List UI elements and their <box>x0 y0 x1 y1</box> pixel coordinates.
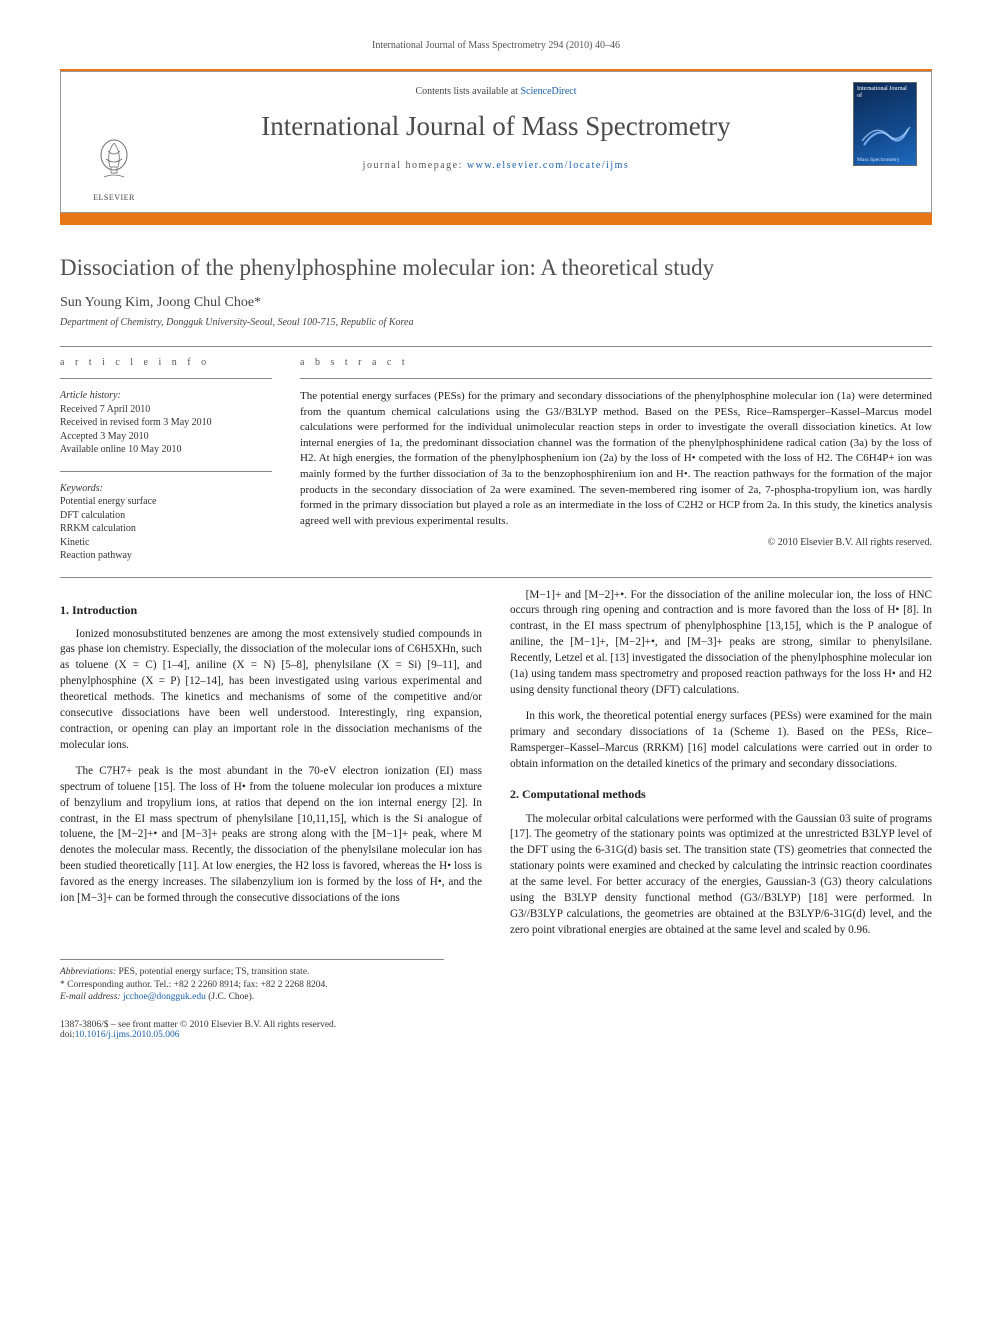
keywords-block: Keywords: Potential energy surface DFT c… <box>60 482 272 563</box>
body-p: The C7H7+ peak is the most abundant in t… <box>60 764 482 907</box>
journal-title: International Journal of Mass Spectromet… <box>163 111 829 142</box>
history-line: Received in revised form 3 May 2010 <box>60 416 272 430</box>
doi-link[interactable]: 10.1016/j.ijms.2010.05.006 <box>75 1030 180 1040</box>
cover-smalltitle: International Journal of <box>857 86 913 99</box>
publisher-block: ELSEVIER <box>75 82 153 202</box>
footnote-corr: * Corresponding author. Tel.: +82 2 2260… <box>60 979 444 992</box>
email-link[interactable]: jcchoe@dongguk.edu <box>123 992 206 1002</box>
rule-top <box>60 346 932 347</box>
corr-text: Tel.: +82 2 2260 8914; fax: +82 2 2268 8… <box>154 980 327 990</box>
history-line: Accepted 3 May 2010 <box>60 430 272 444</box>
keyword: Kinetic <box>60 536 272 550</box>
keyword: Potential energy surface <box>60 495 272 509</box>
page: International Journal of Mass Spectromet… <box>0 0 992 1080</box>
masthead-container: ELSEVIER Contents lists available at Sci… <box>60 69 932 225</box>
footnote-email: E-mail address: jcchoe@dongguk.edu (J.C.… <box>60 991 444 1004</box>
body-p: The molecular orbital calculations were … <box>510 812 932 939</box>
doi-prefix: doi: <box>60 1030 75 1040</box>
cover-sublabel: Mass Spectrometry <box>857 157 913 163</box>
abbrev-label: Abbreviations: <box>60 967 116 977</box>
cover-block: International Journal of Mass Spectromet… <box>839 82 917 202</box>
history-block: Article history: Received 7 April 2010 R… <box>60 389 272 457</box>
abstract-copyright: © 2010 Elsevier B.V. All rights reserved… <box>300 537 932 548</box>
abbrev-text: PES, potential energy surface; TS, trans… <box>116 967 309 977</box>
info-row: a r t i c l e i n f o Article history: R… <box>60 357 932 563</box>
rule-abs <box>300 378 932 379</box>
journal-homepage-line: journal homepage: www.elsevier.com/locat… <box>163 160 829 171</box>
body-p: In this work, the theoretical potential … <box>510 709 932 773</box>
affiliation: Department of Chemistry, Dongguk Univers… <box>60 317 932 328</box>
doi-line: doi:10.1016/j.ijms.2010.05.006 <box>60 1030 932 1040</box>
keyword: Reaction pathway <box>60 549 272 563</box>
history-label: Article history: <box>60 389 272 403</box>
running-header: International Journal of Mass Spectromet… <box>60 40 932 51</box>
email-label: E-mail address: <box>60 992 123 1002</box>
abstract-text: The potential energy surfaces (PESs) for… <box>300 389 932 529</box>
abstract-label: a b s t r a c t <box>300 357 932 368</box>
elsevier-tree-icon <box>84 131 144 191</box>
journal-cover-thumb: International Journal of Mass Spectromet… <box>853 82 917 166</box>
bottom-line: 1387-3806/$ – see front matter © 2010 El… <box>60 1020 932 1040</box>
section-2-title: 2. Computational methods <box>510 786 932 803</box>
body-columns: 1. Introduction Ionized monosubstituted … <box>60 588 932 939</box>
keyword: RRKM calculation <box>60 522 272 536</box>
rule-info-1 <box>60 378 272 379</box>
masthead: ELSEVIER Contents lists available at Sci… <box>60 71 932 213</box>
history-line: Received 7 April 2010 <box>60 403 272 417</box>
masthead-center: Contents lists available at ScienceDirec… <box>153 82 839 202</box>
section-1-title: 1. Introduction <box>60 602 482 619</box>
email-suffix: (J.C. Choe). <box>206 992 254 1002</box>
homepage-prefix: journal homepage: <box>363 160 467 171</box>
article-info-label: a r t i c l e i n f o <box>60 357 272 368</box>
rule-bottom-info <box>60 577 932 578</box>
contents-line: Contents lists available at ScienceDirec… <box>163 86 829 97</box>
issn-line: 1387-3806/$ – see front matter © 2010 El… <box>60 1020 932 1030</box>
publisher-label: ELSEVIER <box>93 193 135 202</box>
sciencedirect-link[interactable]: ScienceDirect <box>520 86 576 97</box>
journal-homepage-link[interactable]: www.elsevier.com/locate/ijms <box>467 160 629 171</box>
keyword: DFT calculation <box>60 509 272 523</box>
footnote-abbrev: Abbreviations: PES, potential energy sur… <box>60 966 444 979</box>
abstract-col: a b s t r a c t The potential energy sur… <box>300 357 932 563</box>
rule-info-2 <box>60 471 272 472</box>
article-info-col: a r t i c l e i n f o Article history: R… <box>60 357 272 563</box>
article-title: Dissociation of the phenylphosphine mole… <box>60 255 932 281</box>
body-p: Ionized monosubstituted benzenes are amo… <box>60 627 482 754</box>
authors: Sun Young Kim, Joong Chul Choe* <box>60 295 932 311</box>
keywords-label: Keywords: <box>60 482 272 496</box>
contents-prefix: Contents lists available at <box>415 86 520 97</box>
body-p: [M−1]+ and [M−2]+•. For the dissociation… <box>510 588 932 699</box>
history-line: Available online 10 May 2010 <box>60 443 272 457</box>
corr-label: * Corresponding author. <box>60 980 154 990</box>
footnotes: Abbreviations: PES, potential energy sur… <box>60 959 444 1004</box>
